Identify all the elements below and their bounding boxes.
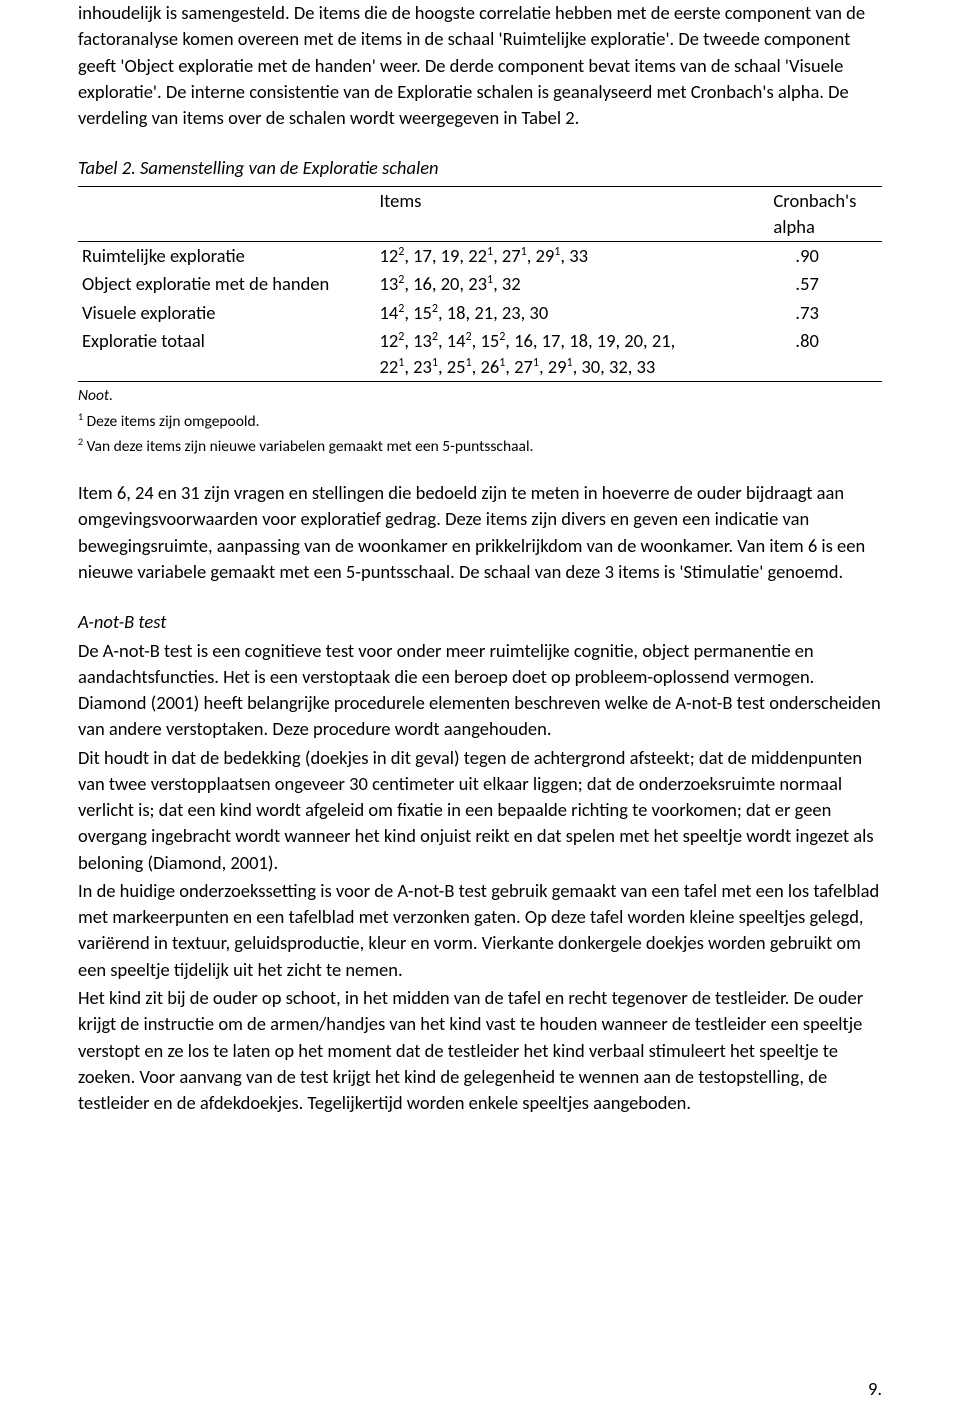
table-row: Exploratie totaal 122, 132, 142, 152, 16… [78,327,882,382]
header-items: Items [375,186,769,242]
page-number: 9. [868,1377,882,1400]
row-label: Object exploratie met de handen [78,270,375,298]
row-items: 132, 16, 20, 231, 32 [375,270,769,298]
paragraph-anotb-4: Het kind zit bij de ouder op schoot, in … [78,985,882,1116]
row-alpha: .73 [769,299,882,327]
header-alpha: Cronbach's alpha [769,186,882,242]
table-row: Visuele exploratie 142, 152, 18, 21, 23,… [78,299,882,327]
row-label: Ruimtelijke exploratie [78,242,375,271]
table-row: Object exploratie met de handen 132, 16,… [78,270,882,298]
row-items: 142, 152, 18, 21, 23, 30 [375,299,769,327]
table-footnote-2: 2 Van deze items zijn nieuwe variabelen … [78,435,882,458]
row-alpha: .90 [769,242,882,271]
table-2: Items Cronbach's alpha Ruimtelijke explo… [78,186,882,383]
row-alpha: .57 [769,270,882,298]
footnote-text: Deze items zijn omgepoold. [83,412,259,431]
document-page: inhoudelijk is samengesteld. De items di… [0,0,960,1418]
row-alpha: .80 [769,327,882,382]
row-items: 122, 17, 19, 221, 271, 291, 33 [375,242,769,271]
paragraph-anotb-1: De A-not-B test is een cognitieve test v… [78,638,882,743]
table-footnote-1: 1 Deze items zijn omgepoold. [78,410,882,433]
row-label: Exploratie totaal [78,327,375,382]
section-heading-anotb: A-not-B test [78,609,882,635]
table-caption: Tabel 2. Samenstelling van de Exploratie… [78,155,882,181]
paragraph-anotb-3: In de huidige onderzoekssetting is voor … [78,878,882,983]
paragraph-anotb-2: Dit houdt in dat de bedekking (doekjes i… [78,745,882,876]
row-items: 122, 132, 142, 152, 16, 17, 18, 19, 20, … [375,327,769,382]
footnote-text: Van deze items zijn nieuwe variabelen ge… [83,437,533,456]
table-header-row: Items Cronbach's alpha [78,186,882,242]
row-label: Visuele exploratie [78,299,375,327]
table-note: Noot. [78,384,882,407]
intro-paragraph: inhoudelijk is samengesteld. De items di… [78,0,882,131]
paragraph-items: Item 6, 24 en 31 zijn vragen en stelling… [78,480,882,585]
table-row: Ruimtelijke exploratie 122, 17, 19, 221,… [78,242,882,271]
